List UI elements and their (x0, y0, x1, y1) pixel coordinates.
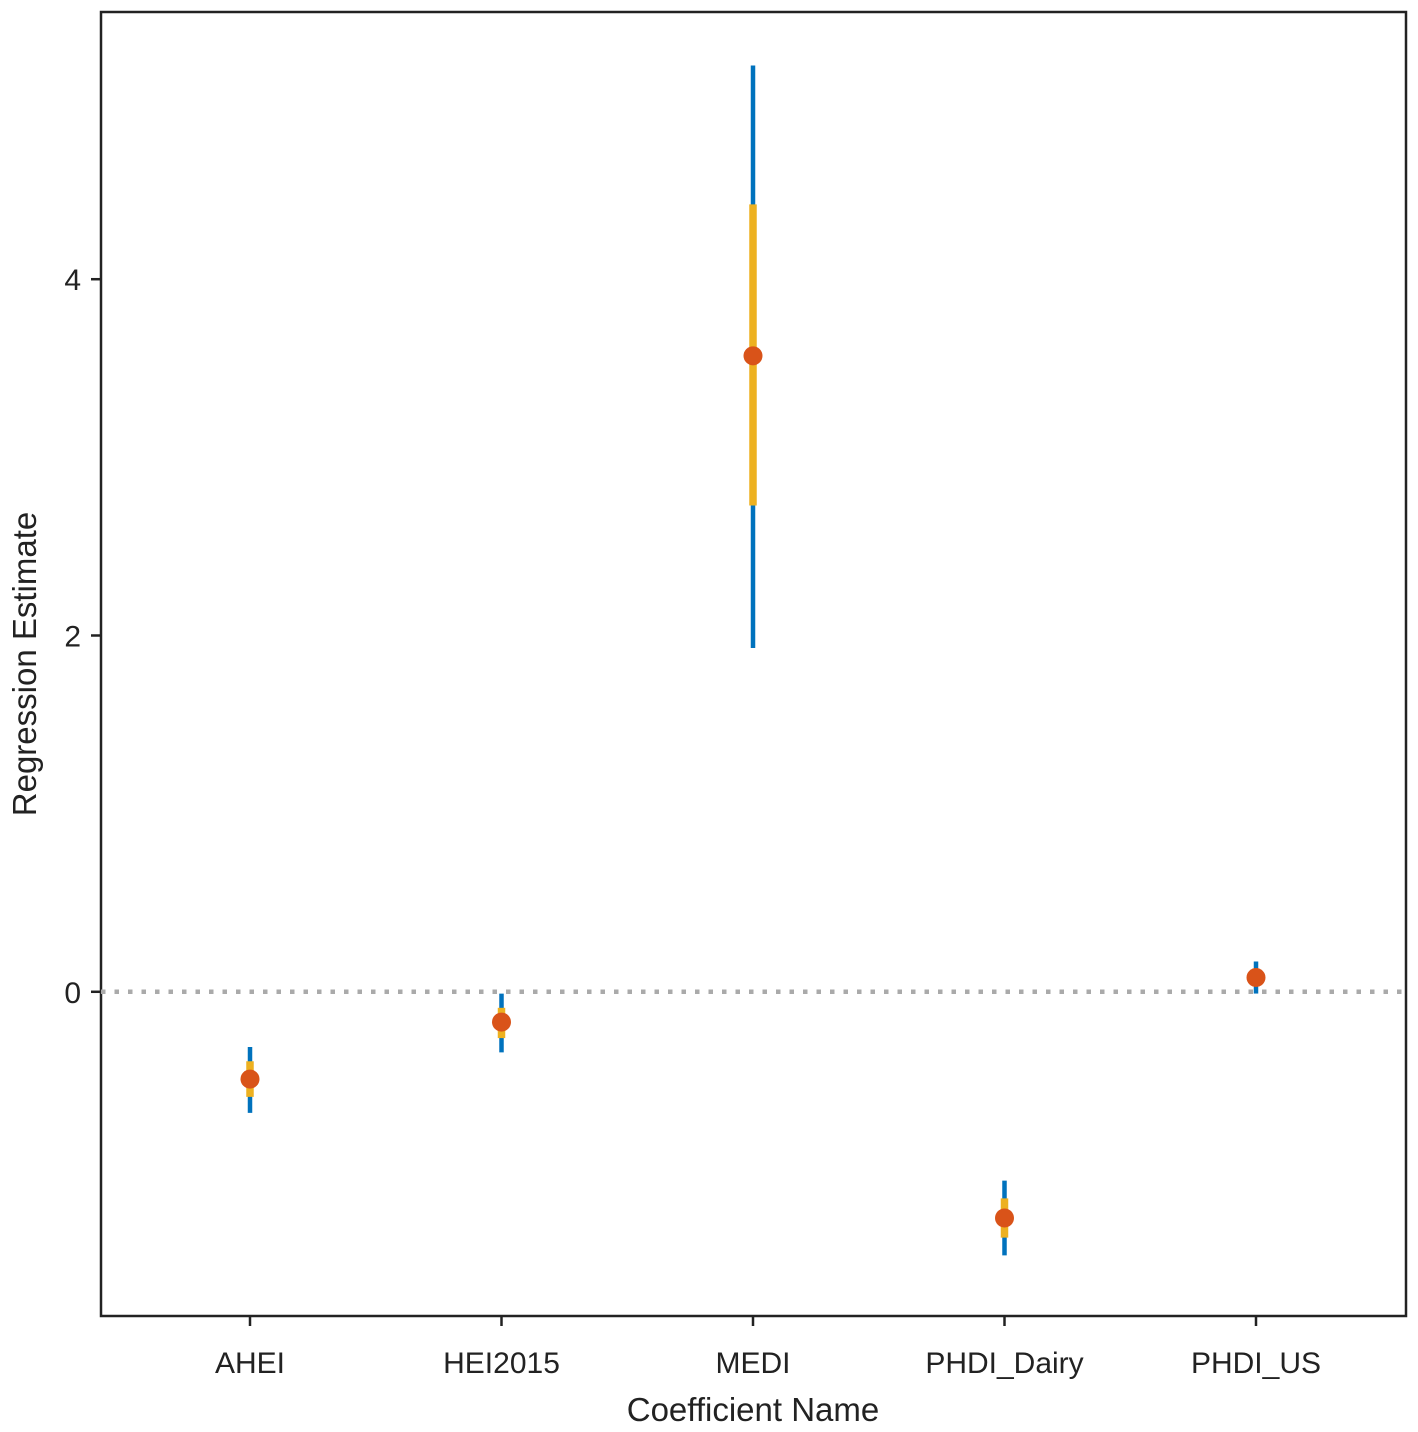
estimate-point (995, 1208, 1014, 1228)
estimate-point (1246, 968, 1266, 988)
y-tick-label: 2 (64, 620, 81, 653)
x-tick-label: PHDI_Dairy (925, 1347, 1083, 1380)
y-axis-title: Regression Estimate (6, 512, 43, 816)
point-range-hei2015 (492, 993, 511, 1053)
x-tick-label: MEDI (716, 1347, 791, 1380)
estimate-point (492, 1012, 511, 1032)
x-tick-label: PHDI_US (1191, 1347, 1321, 1380)
x-axis: AHEI HEI2015 MEDI PHDI_Dairy PHDI_US (215, 1316, 1321, 1380)
y-tick-label: 4 (64, 264, 81, 297)
x-tick-label: AHEI (215, 1347, 285, 1380)
point-range-phdi-us (1246, 961, 1266, 994)
x-tick-label: HEI2015 (443, 1347, 560, 1380)
y-axis: 0 2 4 (64, 264, 101, 1010)
y-tick-label: 0 (64, 977, 81, 1010)
point-range-phdi-dairy (995, 1180, 1014, 1256)
estimate-point (743, 346, 763, 366)
point-range-ahei (240, 1047, 260, 1113)
estimate-point (240, 1069, 260, 1089)
point-ranges (240, 65, 1266, 1256)
point-range-medi (743, 65, 763, 648)
x-axis-title: Coefficient Name (627, 1391, 880, 1428)
